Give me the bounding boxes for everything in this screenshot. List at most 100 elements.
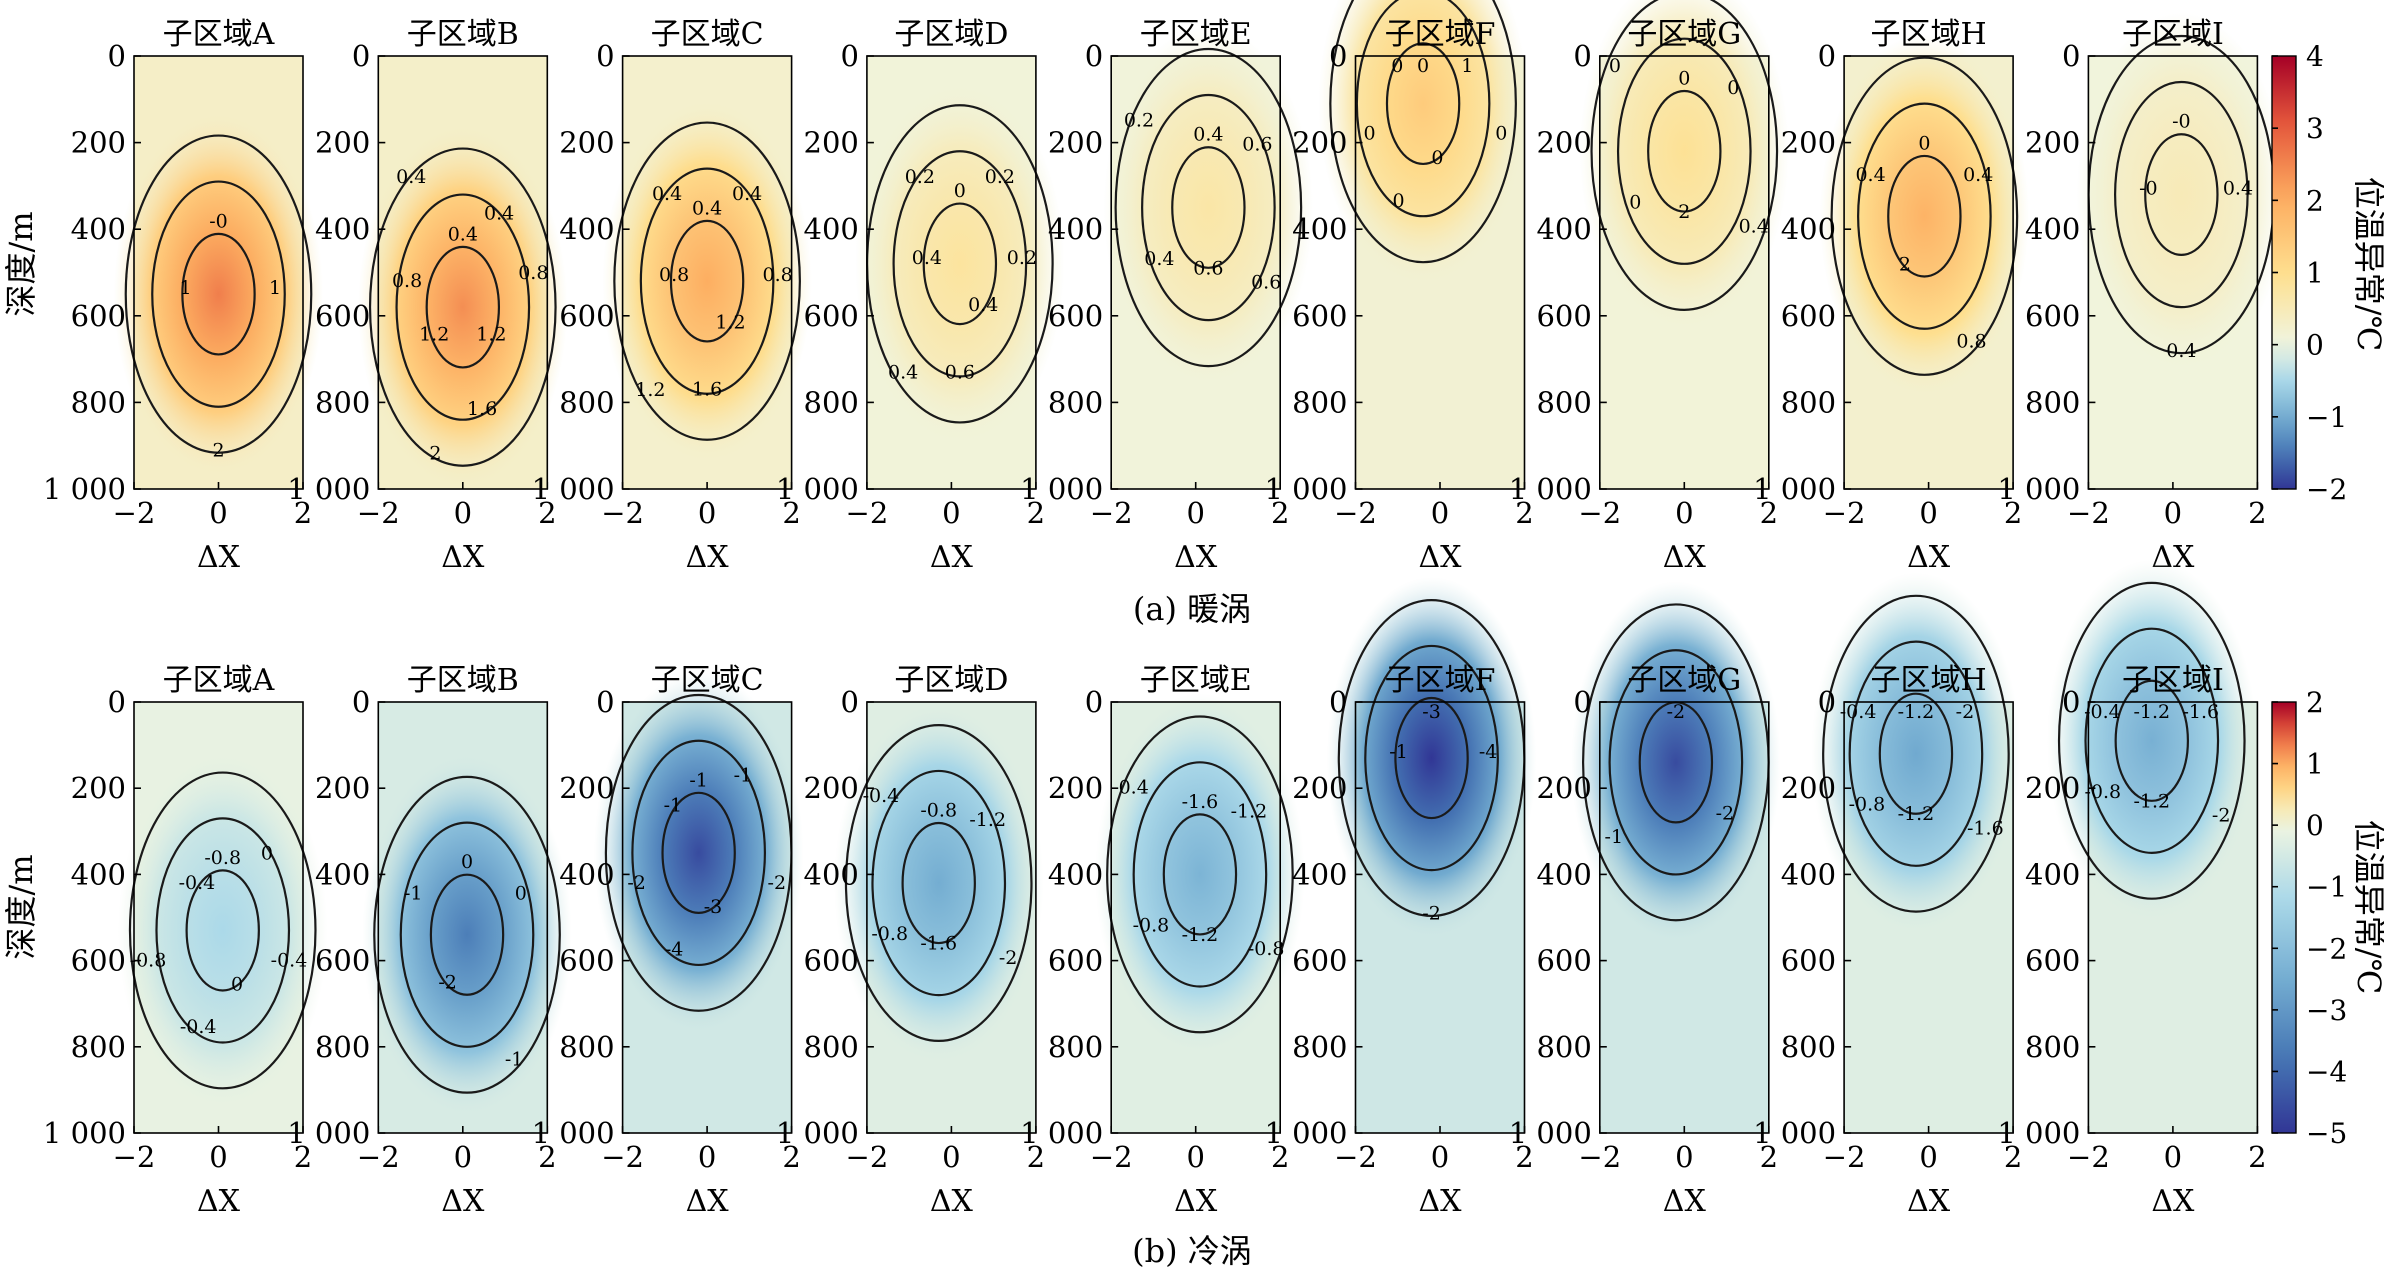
contour-label: -0.4 <box>1840 701 1877 723</box>
contour-label: 0.2 <box>1124 109 1154 131</box>
panel-title: 子区域C <box>651 663 764 698</box>
contour-label: -1.2 <box>1231 800 1268 822</box>
y-tick-label: 600 <box>1781 944 1836 978</box>
contour-label: -2 <box>627 872 646 894</box>
y-tick-label: 800 <box>804 1030 859 1064</box>
y-tick-label: 600 <box>1292 944 1347 978</box>
contour-label: 2 <box>1678 201 1690 223</box>
y-tick-label: 600 <box>1536 299 1591 333</box>
colorbar-tick-label: −1 <box>2306 871 2347 904</box>
contour-line <box>2057 581 2246 900</box>
panel-title: 子区域A <box>163 663 275 698</box>
x-tick-label: 0 <box>454 1140 472 1174</box>
y-tick-label: 600 <box>315 299 370 333</box>
panel-title: 子区域H <box>1871 17 1987 52</box>
x-tick-label: 2 <box>1271 1140 1289 1174</box>
y-tick-label: 200 <box>1048 126 1103 160</box>
y-tick-label: 0 <box>1573 685 1591 719</box>
contour-label: -1.6 <box>2182 701 2219 723</box>
y-tick-label: 200 <box>1536 126 1591 160</box>
y-tick-label: 200 <box>1292 126 1347 160</box>
y-tick-label: 600 <box>2025 944 2080 978</box>
y-tick-label: 400 <box>804 857 859 891</box>
contour-label: -3 <box>704 896 723 918</box>
x-tick-label: −2 <box>357 1140 400 1174</box>
y-tick-label: 1 000 <box>776 1116 859 1150</box>
y-tick-label: 1 000 <box>1264 472 1347 506</box>
panel-a-1: -0 1 2 1 子区域A 0 200 400 600 800 1 000−2 0 2 ΔX <box>43 17 324 575</box>
contour-label: 1 <box>179 277 191 299</box>
contour-line <box>1141 93 1276 322</box>
y-tick-label: 400 <box>804 212 859 246</box>
contour-label: 1 <box>269 277 281 299</box>
cold-eddy-panels: -0.8 0-0.40-0.4-0.8-0.4子区域A02004006008001… <box>43 559 2267 1219</box>
contour-line <box>669 219 745 343</box>
y-tick-label: 0 <box>1329 685 1347 719</box>
contour-line <box>1590 0 1779 311</box>
contour-label: -1.2 <box>1182 924 1219 946</box>
colorbar-tick-label: −4 <box>2306 1055 2347 1088</box>
x-tick-label: −2 <box>1823 1140 1866 1174</box>
contour-label: -0 <box>2139 178 2158 200</box>
panel-title: 子区域E <box>1140 17 1252 52</box>
cold-eddy-row: -0.8 0-0.40-0.4-0.8-0.4子区域A02004006008001… <box>2 559 2384 1268</box>
x-tick-label: 2 <box>1271 496 1289 530</box>
y-tick-label: 400 <box>559 212 614 246</box>
x-tick-label: 0 <box>1919 1140 1937 1174</box>
contour-label: 0.8 <box>518 262 548 284</box>
contour-label: -0.8 <box>1133 914 1170 936</box>
contour-label: 2 <box>429 443 441 465</box>
contour-label: -2 <box>999 947 1018 969</box>
x-tick-label: 2 <box>1515 1140 1533 1174</box>
x-tick-label: 2 <box>1760 1140 1778 1174</box>
panel-title: 子区域D <box>894 663 1008 698</box>
contour-line <box>922 202 998 326</box>
cold-colorbar-label: 位温异常/℃ <box>2350 820 2384 995</box>
x-tick-label: 0 <box>1919 496 1937 530</box>
y-tick-label: 200 <box>71 126 126 160</box>
contour-label: 0.4 <box>1144 248 1174 270</box>
anomaly-core <box>1571 581 1781 944</box>
y-tick-label: 200 <box>1292 771 1347 805</box>
contour-line <box>399 821 535 1048</box>
colorbar-tick-label: −3 <box>2306 994 2347 1027</box>
contour-label: -2 <box>1956 701 1975 723</box>
contour-line <box>871 769 1007 997</box>
contour-label: 0.4 <box>2166 340 2196 362</box>
contour-label: -0.4 <box>863 785 900 807</box>
contour-label: -1 <box>689 769 708 791</box>
contour-line <box>151 180 286 408</box>
panel-title: 子区域G <box>1627 663 1741 698</box>
warm-colorbar: 4 3 2 1 0 −1 −2 <box>2271 40 2347 506</box>
contour-label: 0.4 <box>448 223 478 245</box>
contour-line <box>1394 696 1469 820</box>
y-tick-label: 600 <box>1781 299 1836 333</box>
x-tick-label: 0 <box>698 496 716 530</box>
panel-title: 子区域B <box>407 663 519 698</box>
contour-label: -1 <box>734 765 753 787</box>
y-tick-label: 0 <box>596 685 614 719</box>
colorbar-tick-label: 1 <box>2306 257 2324 290</box>
contour-line <box>1878 692 1954 815</box>
panel-title: 子区域F <box>1385 17 1496 52</box>
x-axis-label: ΔX <box>686 1184 730 1219</box>
contour-label: -0 <box>209 210 228 232</box>
contour-line <box>1364 644 1499 872</box>
y-tick-label: 600 <box>1292 299 1347 333</box>
x-tick-label: 2 <box>782 1140 800 1174</box>
x-tick-label: 2 <box>782 496 800 530</box>
contour-label: 0.8 <box>659 264 689 286</box>
contour-label: 0.2 <box>905 166 935 188</box>
cold-y-axis-label: 深度/m <box>2 854 40 959</box>
contour-label: -4 <box>665 939 684 961</box>
contour-label: -1 <box>1605 826 1624 848</box>
x-axis-label: ΔX <box>1174 540 1218 575</box>
contour-label: -3 <box>1422 701 1441 723</box>
y-tick-label: 600 <box>804 299 859 333</box>
x-tick-label: 2 <box>2248 496 2266 530</box>
cold-colorbar: 2 1 0 −1 −2 −3 −4 −5 <box>2271 686 2347 1150</box>
panel-title: 子区域A <box>163 17 275 52</box>
x-axis-label: ΔX <box>1418 1184 1462 1219</box>
